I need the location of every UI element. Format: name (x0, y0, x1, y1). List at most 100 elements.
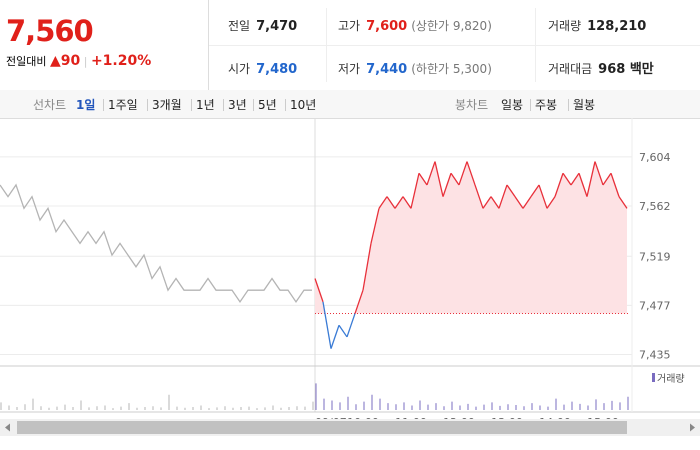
today-segment (522, 196, 532, 209)
today-segment (594, 161, 604, 186)
tab-separator (285, 99, 286, 111)
price: 7,560 (6, 14, 94, 48)
today-segment (322, 301, 332, 349)
today-segment (482, 196, 492, 209)
scroll-right (690, 423, 695, 432)
today-segment (346, 313, 356, 338)
tab[interactable]: 5년 (258, 98, 277, 112)
today-segment (402, 196, 412, 209)
quote-cell: 시가 7,480 (228, 58, 297, 77)
quote-note: (하한가 5,300) (411, 62, 492, 76)
tab[interactable]: 1년 (196, 98, 215, 112)
tab-separator (568, 99, 569, 111)
today-segment (602, 172, 612, 186)
quote-note: (상한가 9,820) (411, 19, 492, 33)
today-segment (386, 196, 396, 209)
previous-day-line (0, 183, 312, 304)
tab-separator (191, 99, 192, 111)
today-segment (474, 184, 484, 209)
tab[interactable]: 1주일 (108, 98, 138, 112)
tab-separator (103, 99, 104, 111)
legend-swatch (652, 373, 655, 382)
quote-cell: 전일 7,470 (228, 15, 297, 34)
today-segment (370, 208, 380, 244)
today-segment (610, 173, 620, 197)
today-segment (418, 172, 428, 186)
quote-cell: 고가 7,600 (상한가 9,820) (338, 15, 492, 34)
today-segment (466, 161, 476, 186)
today-segment (586, 161, 596, 197)
today-segment (450, 172, 460, 186)
today-area (315, 161, 627, 314)
today-segment (410, 173, 420, 209)
tab-separator (253, 99, 254, 111)
today-segment (538, 184, 548, 209)
tab[interactable]: 일봉 (501, 98, 524, 112)
today-segment (530, 184, 540, 198)
tab-bar (0, 90, 700, 119)
y-tick-label: 7,435 (639, 348, 671, 361)
today-segment (506, 184, 516, 198)
y-tick-label: 7,604 (639, 151, 671, 164)
today-segment (354, 289, 364, 314)
legend-label: 거래량 (657, 373, 685, 385)
quote-label: 거래량 (548, 19, 582, 33)
today-segment (498, 184, 508, 209)
tab-group-label: 봉차트 (455, 98, 489, 112)
scroll-left (5, 423, 10, 432)
today-segment (434, 161, 444, 197)
tab-group-label: 선차트 (33, 98, 67, 112)
today-segment (314, 278, 324, 303)
separator: | (83, 55, 88, 68)
y-tick-label: 7,477 (639, 299, 671, 312)
quote-cell: 저가 7,440 (하한가 5,300) (338, 58, 492, 77)
quote-value: 7,600 (366, 19, 408, 34)
quote-value: 968 백만 (598, 62, 654, 77)
quote-cell: 거래대금 968 백만 (548, 58, 654, 77)
tab-separator (223, 99, 224, 111)
divider (209, 45, 700, 46)
today-segment (570, 172, 580, 186)
today-segment (442, 173, 452, 197)
today-segment (578, 173, 588, 197)
divider (208, 0, 209, 90)
quote-value: 7,440 (366, 62, 408, 77)
quote-label: 거래대금 (548, 62, 593, 76)
tab[interactable]: 10년 (290, 98, 317, 112)
quote-label: 저가 (338, 62, 361, 76)
y-tick-label: 7,519 (639, 250, 671, 263)
change-pct: +1.20% (90, 53, 152, 69)
today-segment (514, 196, 524, 209)
quote-value: 7,480 (256, 62, 298, 77)
tab-separator (530, 99, 531, 111)
quote-label: 고가 (338, 19, 361, 33)
quote-value: 7,470 (256, 19, 298, 34)
today-segment (338, 324, 348, 338)
change-row: 전일대비 ▲90 | +1.20% (6, 53, 151, 69)
tab[interactable]: 3개월 (152, 98, 182, 112)
tab[interactable]: 월봉 (573, 98, 596, 112)
today-segment (394, 196, 404, 209)
today-segment (330, 325, 340, 349)
quote-cell: 거래량 128,210 (548, 15, 646, 34)
today-segment (618, 196, 628, 209)
today-segment (490, 196, 500, 209)
change: ▲90 (49, 53, 81, 69)
tab[interactable]: 주봉 (535, 98, 558, 112)
today-segment (362, 243, 372, 291)
change-label: 전일대비 (6, 55, 47, 68)
today-segment (562, 172, 572, 186)
y-tick-label: 7,562 (639, 200, 671, 213)
tab[interactable]: 1일 (76, 98, 96, 112)
today-segment (458, 161, 468, 186)
tab[interactable]: 3년 (228, 98, 247, 112)
today-segment (546, 196, 556, 209)
quote-label: 전일 (228, 19, 251, 33)
today-segment (426, 161, 436, 186)
quote-label: 시가 (228, 62, 251, 76)
tab-separator (147, 99, 148, 111)
today-segment (554, 173, 564, 197)
today-segment (378, 196, 388, 209)
